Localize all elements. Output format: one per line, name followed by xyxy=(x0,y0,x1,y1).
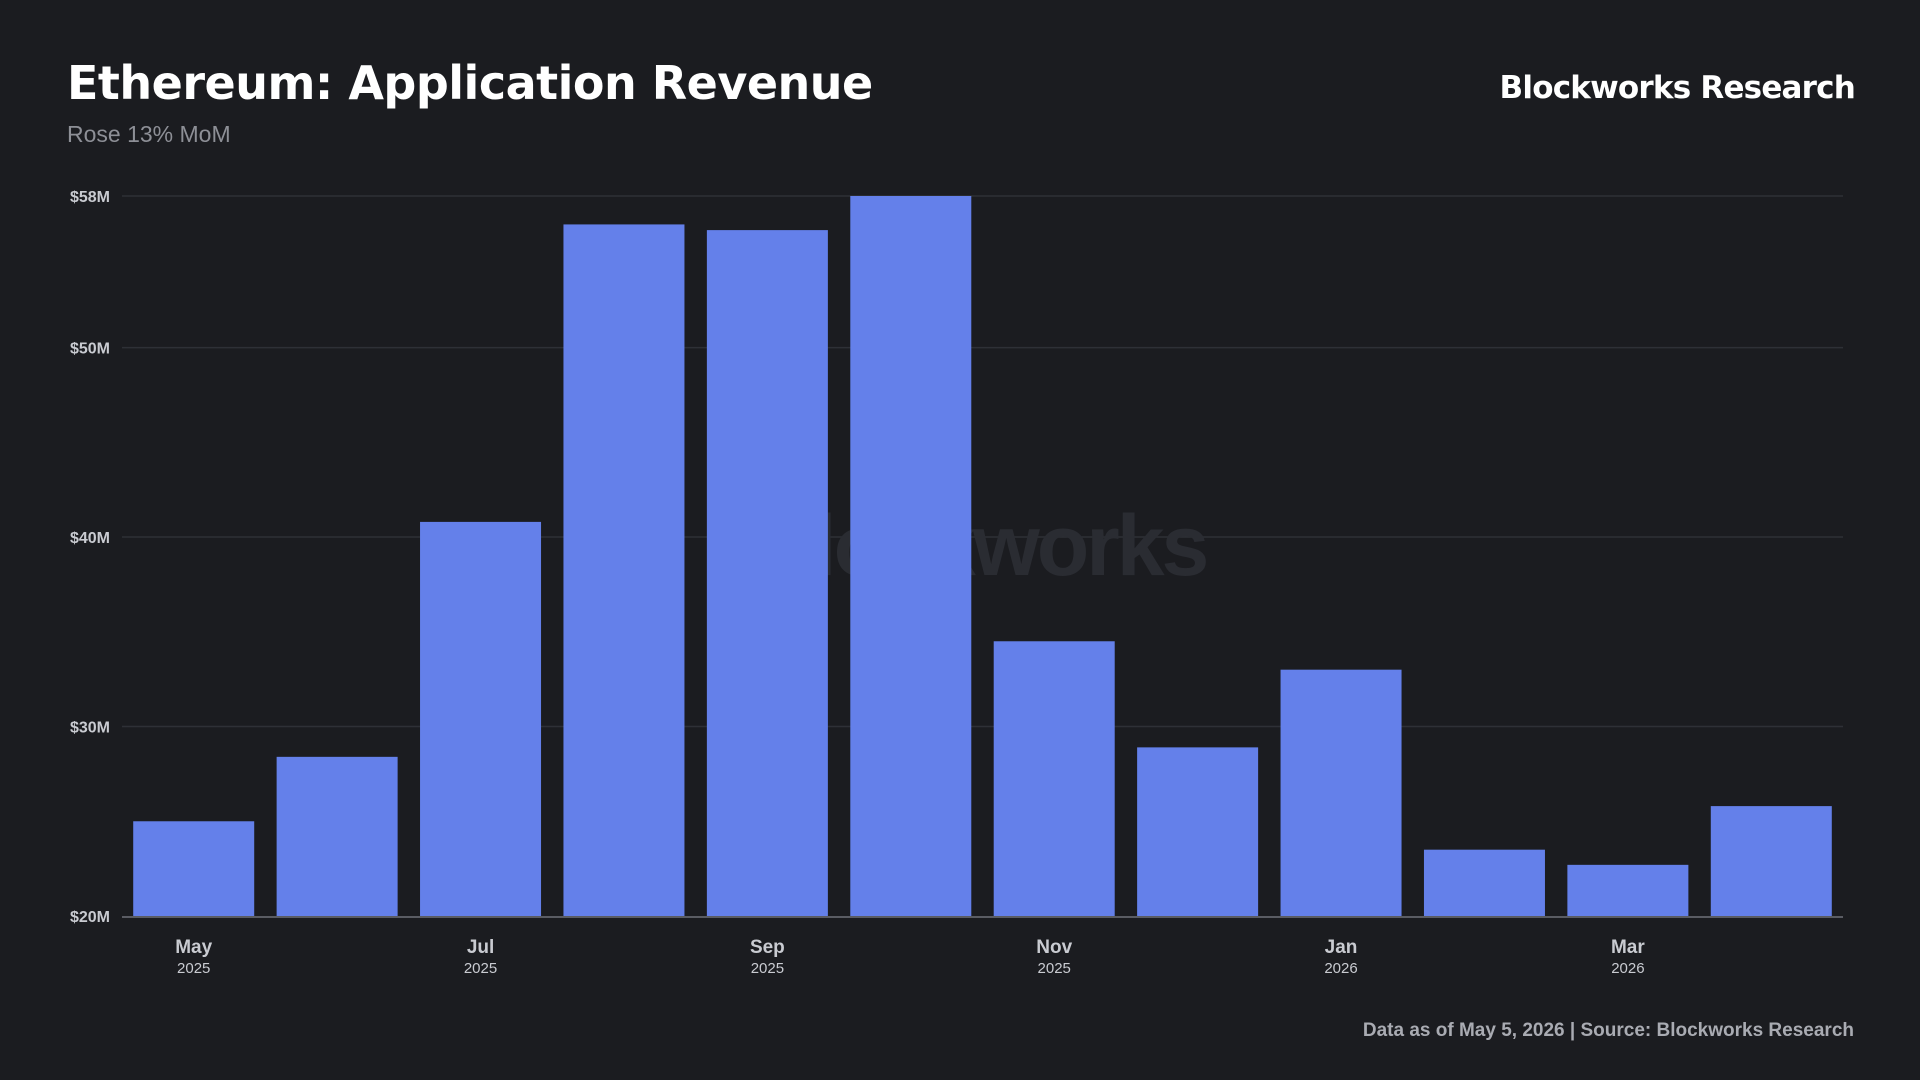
x-tick-year: 2025 xyxy=(177,960,210,977)
bar-jul-2025 xyxy=(420,521,542,916)
x-tick-year: 2025 xyxy=(1038,960,1071,977)
y-tick-label: $58M xyxy=(70,189,110,206)
y-tick-label: $20M xyxy=(70,909,110,926)
y-tick-label: $40M xyxy=(70,530,110,547)
chart-subtitle: Rose 13% MoM xyxy=(67,121,231,147)
bar-sep-2025 xyxy=(706,230,828,916)
chart-title: Ethereum: Application Revenue xyxy=(67,56,873,110)
x-tick-month: Mar xyxy=(1611,937,1645,958)
bar-dec-2025 xyxy=(1137,747,1259,916)
x-tick-year: 2026 xyxy=(1611,960,1644,977)
bar-nov-2025 xyxy=(993,641,1115,916)
brand-logo-text: Blockworks Research xyxy=(1499,70,1856,106)
bar-feb-2026 xyxy=(1423,849,1545,916)
y-tick-label: $50M xyxy=(70,341,110,358)
x-tick-month: Jul xyxy=(467,937,494,958)
bar-jan-2026 xyxy=(1280,669,1402,916)
bar-apr-2026 xyxy=(1710,806,1832,916)
x-tick-year: 2025 xyxy=(464,960,497,977)
x-tick-month: May xyxy=(175,937,212,958)
grid-lines xyxy=(122,195,1843,728)
bars xyxy=(133,196,1832,917)
y-tick-label: $30M xyxy=(70,720,110,737)
x-tick-year: 2026 xyxy=(1324,960,1357,977)
bar-aug-2025 xyxy=(563,224,685,917)
x-tick-month: Nov xyxy=(1036,937,1072,958)
bar-jun-2025 xyxy=(276,756,398,916)
bar-mar-2026 xyxy=(1567,864,1689,916)
bar-oct-2025 xyxy=(850,196,972,916)
y-tick-labels: $20M $30M $40M $50M $58M xyxy=(70,189,110,926)
x-tick-labels: May 2025 Jul 2025 Sep 2025 Nov 2025 Jan 2026 Mar 20… xyxy=(175,937,1645,977)
bar-may-2025 xyxy=(133,821,255,916)
source-footnote: Data as of May 5, 2026 | Source: Blockwo… xyxy=(1362,1020,1854,1041)
x-tick-year: 2025 xyxy=(751,960,784,977)
watermark: Blockworks xyxy=(754,498,1207,594)
x-tick-month: Jan xyxy=(1325,937,1358,958)
x-tick-month: Sep xyxy=(750,937,785,958)
